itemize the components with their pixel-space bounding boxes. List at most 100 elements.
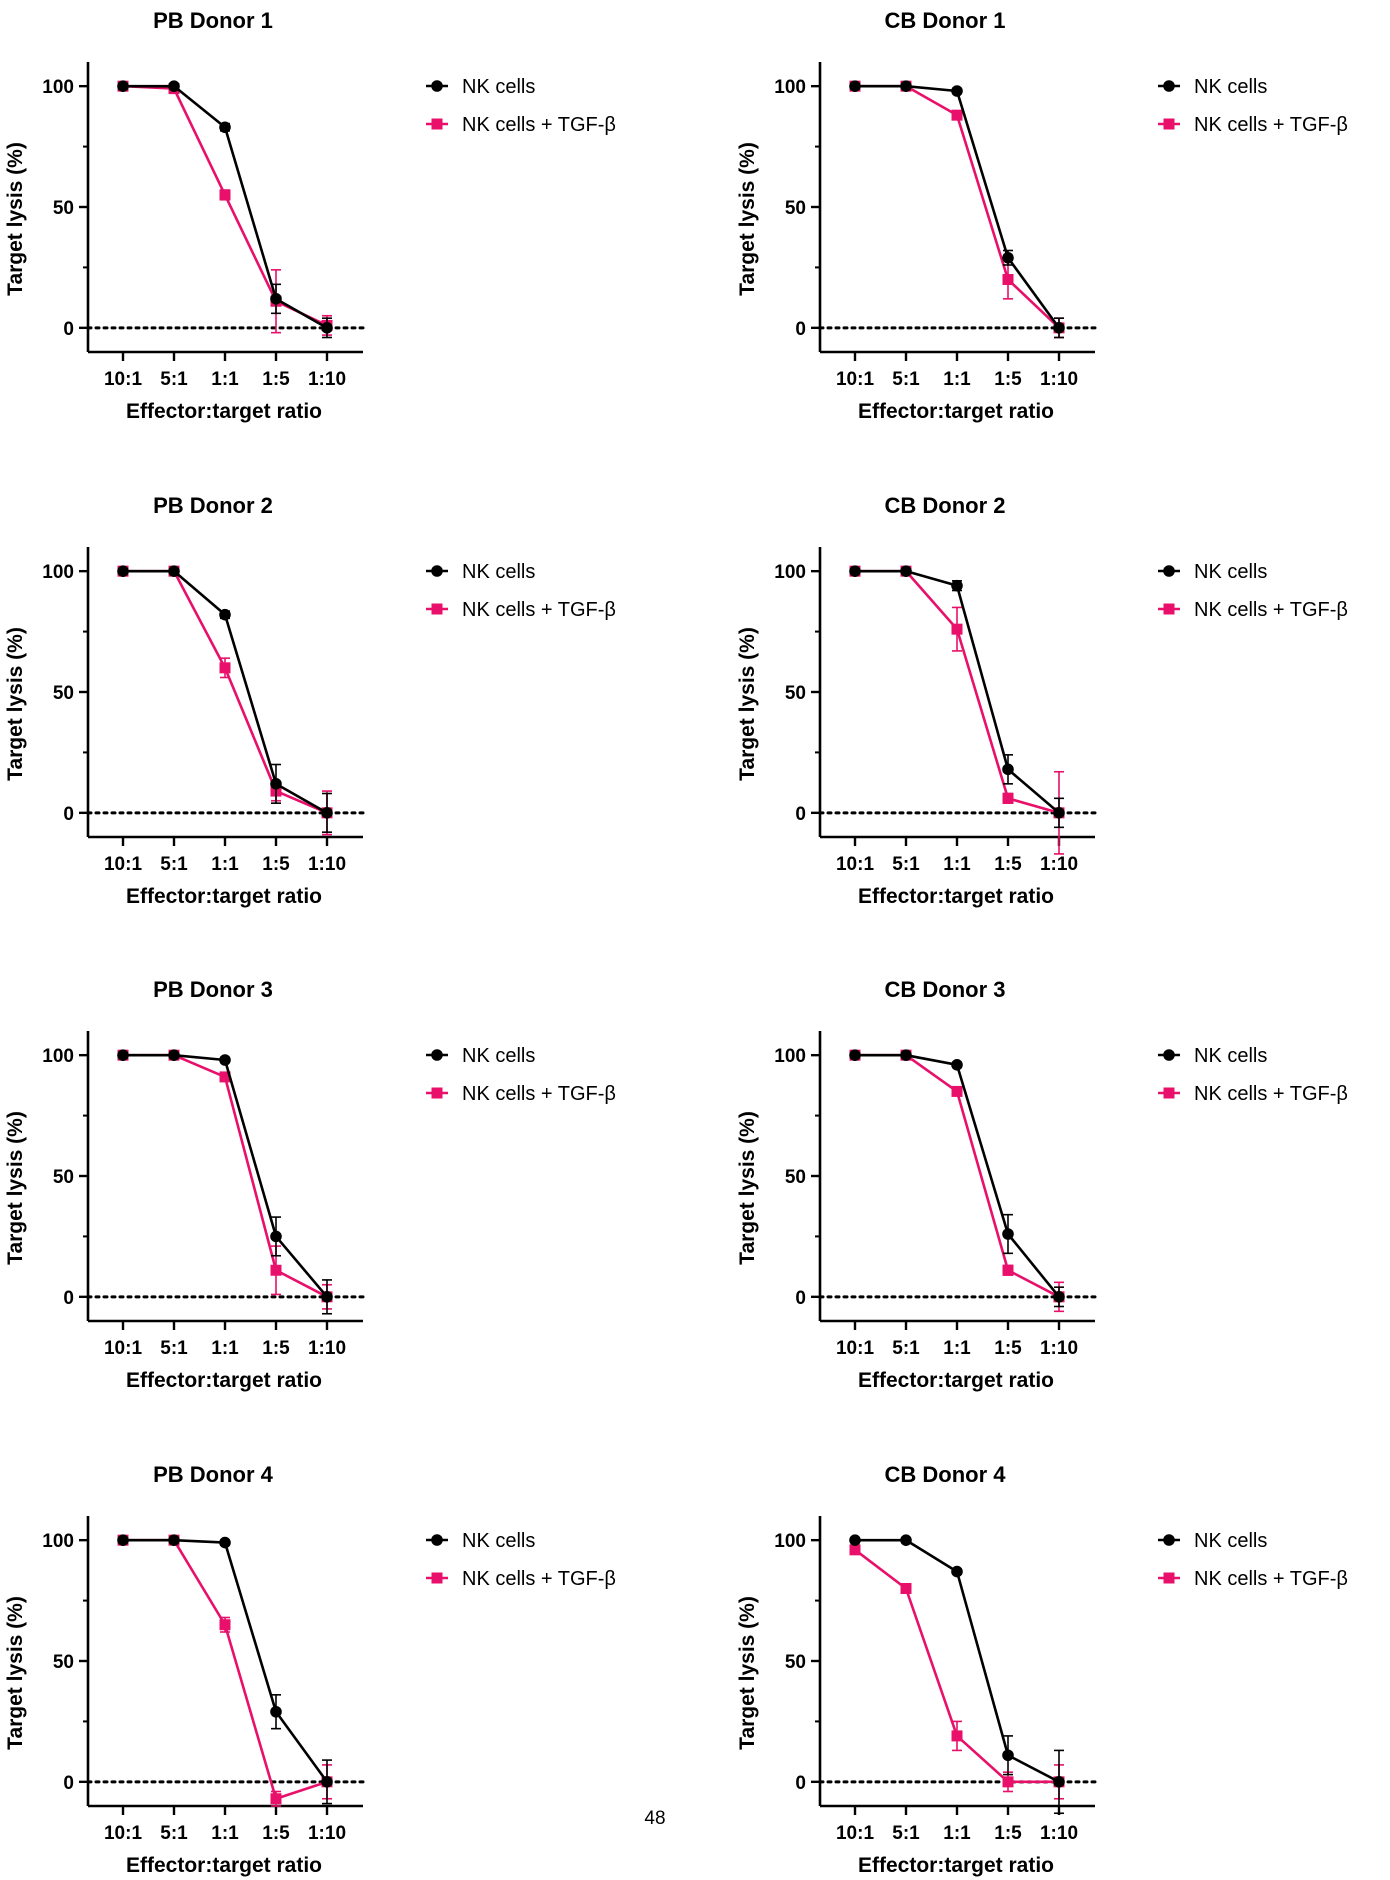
- x-tick-label: 5:1: [160, 1338, 188, 1359]
- x-tick-label: 5:1: [160, 369, 188, 390]
- chart-title: PB Donor 4: [153, 1462, 274, 1487]
- y-tick-label: 100: [42, 1531, 74, 1552]
- x-tick-label: 1:5: [262, 369, 290, 390]
- data-point-nk-cells: [1002, 763, 1014, 776]
- data-point-nk-cells-tgf-beta: [1002, 1264, 1014, 1276]
- series-nk-cells: [117, 80, 333, 339]
- legend-marker-square: [431, 1572, 443, 1584]
- x-axis-title: Effector:target ratio: [126, 1369, 322, 1392]
- series-line: [855, 84, 1061, 329]
- y-tick-label: 50: [53, 1167, 74, 1188]
- x-tick-label: 5:1: [892, 1338, 920, 1359]
- legend-label: NK cells + TGF-β: [462, 599, 616, 621]
- y-axis-title: Target lysis (%): [4, 142, 27, 296]
- y-tick-label: 0: [795, 804, 806, 825]
- data-point-nk-cells: [1053, 322, 1065, 334]
- x-tick-label: 1:5: [262, 854, 290, 875]
- y-tick-label: 50: [785, 683, 806, 704]
- legend: NK cells NK cells + TGF-β: [426, 561, 616, 621]
- x-tick-label: 1:1: [211, 1338, 239, 1359]
- x-tick-label: 10:1: [836, 854, 874, 875]
- chart-pb-donor-3: PB Donor 3 0 50 100 10:1 5:1 1:1 1:5 1:10 Effecto…: [4, 977, 616, 1392]
- y-axis-title: Target lysis (%): [736, 142, 759, 296]
- data-point-nk-cells: [168, 565, 180, 577]
- legend-marker-circle: [1163, 565, 1175, 577]
- data-point-nk-cells: [117, 565, 129, 577]
- series-nk-cells-tgf-beta: [117, 1049, 333, 1310]
- legend: NK cells NK cells + TGF-β: [1158, 1530, 1348, 1590]
- x-tick-label: 5:1: [160, 1823, 188, 1844]
- y-axis-title: Target lysis (%): [736, 1596, 759, 1750]
- data-point-nk-cells: [219, 608, 231, 621]
- data-point-nk-cells: [270, 1705, 282, 1718]
- chart-cb-donor-4: CB Donor 4 0 50 100 10:1 5:1 1:1 1:5 1:10 Effecto…: [736, 1462, 1348, 1877]
- legend-marker-square: [431, 1087, 443, 1099]
- legend-marker-circle: [431, 80, 443, 92]
- x-tick-label: 10:1: [104, 369, 142, 390]
- legend-marker-square: [1163, 118, 1175, 130]
- legend-label: NK cells + TGF-β: [1194, 1083, 1348, 1105]
- data-point-nk-cells: [1002, 1228, 1014, 1240]
- y-axis-title: Target lysis (%): [4, 1111, 27, 1265]
- data-point-nk-cells-tgf-beta: [951, 623, 963, 635]
- data-point-nk-cells: [321, 322, 333, 334]
- legend-label: NK cells: [462, 1045, 535, 1067]
- data-point-nk-cells: [270, 293, 282, 305]
- legend-marker-circle: [1163, 1534, 1175, 1546]
- series-nk-cells-tgf-beta: [849, 565, 1065, 855]
- data-point-nk-cells: [849, 80, 861, 92]
- legend: NK cells NK cells + TGF-β: [426, 76, 616, 136]
- data-point-nk-cells: [117, 1534, 129, 1546]
- y-tick-label: 0: [63, 1773, 74, 1794]
- legend: NK cells NK cells + TGF-β: [426, 1530, 616, 1590]
- legend-marker-circle: [431, 1049, 443, 1061]
- data-point-nk-cells: [951, 579, 963, 592]
- series-nk-cells-tgf-beta: [117, 1534, 333, 1807]
- data-point-nk-cells: [117, 80, 129, 92]
- data-point-nk-cells: [900, 565, 912, 577]
- x-tick-label: 10:1: [836, 369, 874, 390]
- x-tick-label: 5:1: [892, 854, 920, 875]
- legend: NK cells NK cells + TGF-β: [1158, 561, 1348, 621]
- series-line: [123, 569, 328, 814]
- series-nk-cells-tgf-beta: [849, 1049, 1065, 1313]
- legend-label: NK cells: [462, 76, 535, 98]
- data-point-nk-cells-tgf-beta: [219, 189, 231, 201]
- series-nk-cells: [849, 1049, 1065, 1308]
- x-axis-title: Effector:target ratio: [858, 400, 1054, 423]
- x-axis-title: Effector:target ratio: [126, 400, 322, 423]
- x-tick-label: 5:1: [892, 1823, 920, 1844]
- data-point-nk-cells-tgf-beta: [219, 1619, 231, 1631]
- chart-cb-donor-3: CB Donor 3 0 50 100 10:1 5:1 1:1 1:5 1:10 Effecto…: [736, 977, 1348, 1392]
- x-axis-title: Effector:target ratio: [858, 1369, 1054, 1392]
- y-tick-label: 100: [42, 77, 74, 98]
- series-nk-cells: [117, 1049, 333, 1315]
- legend-label: NK cells: [1194, 1045, 1267, 1067]
- chart-title: PB Donor 1: [153, 8, 273, 33]
- data-point-nk-cells: [321, 1776, 333, 1788]
- data-point-nk-cells-tgf-beta: [951, 1085, 963, 1097]
- y-tick-label: 100: [774, 1531, 806, 1552]
- y-tick-label: 100: [42, 1046, 74, 1067]
- y-tick-label: 50: [785, 198, 806, 219]
- data-point-nk-cells: [219, 121, 231, 134]
- data-point-nk-cells: [849, 565, 861, 577]
- data-point-nk-cells-tgf-beta: [270, 1793, 282, 1805]
- data-point-nk-cells: [900, 1049, 912, 1061]
- legend-label: NK cells + TGF-β: [462, 1568, 616, 1590]
- data-point-nk-cells-tgf-beta: [951, 1730, 963, 1742]
- data-point-nk-cells-tgf-beta: [900, 1583, 912, 1594]
- chart-title: CB Donor 3: [885, 977, 1006, 1002]
- data-point-nk-cells-tgf-beta: [1002, 792, 1014, 804]
- chart-title: CB Donor 4: [885, 1462, 1007, 1487]
- series-nk-cells-tgf-beta: [117, 80, 333, 336]
- x-tick-label: 1:10: [1040, 369, 1078, 390]
- legend-marker-square: [1163, 603, 1175, 615]
- x-tick-label: 1:1: [211, 1823, 239, 1844]
- chart-pb-donor-2: PB Donor 2 0 50 100 10:1 5:1 1:1 1:5 1:10 Effecto…: [4, 493, 616, 908]
- legend-label: NK cells + TGF-β: [1194, 599, 1348, 621]
- y-tick-label: 0: [795, 319, 806, 340]
- series-nk-cells: [849, 80, 1065, 339]
- x-tick-label: 10:1: [104, 1823, 142, 1844]
